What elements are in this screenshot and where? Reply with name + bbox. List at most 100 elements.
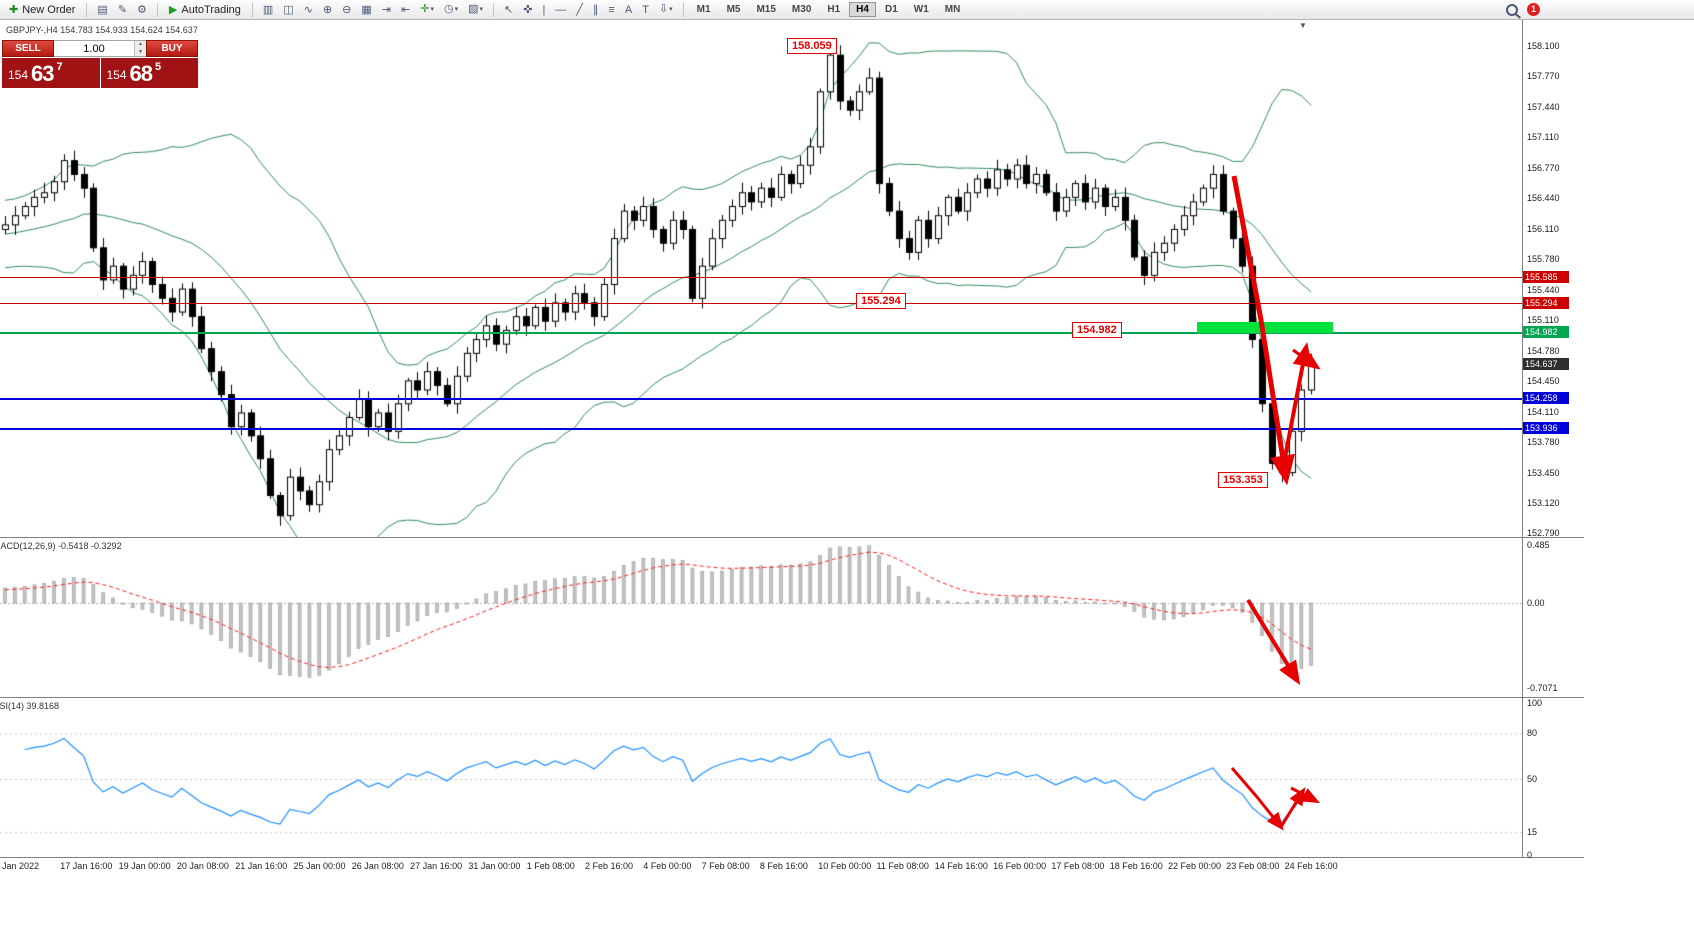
new-order-button[interactable]: ✚ New Order xyxy=(4,2,80,17)
crosshair-icon[interactable]: ✜ xyxy=(523,3,533,16)
volume-up-button[interactable]: ▲ xyxy=(135,41,146,49)
indicators-icon[interactable]: ✛▾ xyxy=(420,3,434,16)
auto-scroll-icon[interactable]: ⇥ xyxy=(381,3,391,16)
notification-badge[interactable]: 1 xyxy=(1527,3,1540,16)
options-icon[interactable]: ⚙ xyxy=(137,3,147,16)
horizontal-line-object xyxy=(0,428,1522,430)
rsi-axis-15: 15 xyxy=(1527,827,1538,837)
price-annotation: 154.982 xyxy=(1072,322,1122,338)
price-level-tag: 155.585 xyxy=(1523,270,1569,283)
autotrading-button[interactable]: ▶ AutoTrading xyxy=(164,2,246,17)
periods-icon[interactable]: ◷▾ xyxy=(443,3,459,16)
horizontal-line-icon[interactable]: ― xyxy=(555,3,567,16)
chart-symbol-ohlc: GBPJPY-,H4 154.783 154.933 154.624 154.6… xyxy=(6,25,198,35)
new-order-label: New Order xyxy=(22,3,76,16)
price-axis-label: 156.770 xyxy=(1527,162,1560,173)
time-axis-label: 7 Feb 08:00 xyxy=(701,861,750,871)
rsi-axis-80: 80 xyxy=(1527,728,1538,738)
horizontal-line-object xyxy=(0,398,1522,400)
sell-price[interactable]: 154 63 7 xyxy=(2,58,100,88)
price-axis-label: 156.440 xyxy=(1527,193,1560,204)
text-icon[interactable]: A xyxy=(624,3,633,16)
time-axis-label: 8 Feb 16:00 xyxy=(759,861,808,871)
panel-separator[interactable] xyxy=(0,697,1584,698)
price-axis-label: 156.110 xyxy=(1527,223,1559,234)
time-axis-label: 26 Jan 08:00 xyxy=(351,861,404,871)
timeframe-mn-button[interactable]: MN xyxy=(944,4,961,15)
buy-button[interactable]: BUY xyxy=(146,40,198,57)
zoom-in-icon[interactable]: ⊕ xyxy=(322,3,333,16)
time-axis-label: 23 Feb 08:00 xyxy=(1226,861,1280,871)
timeframe-m5-button[interactable]: M5 xyxy=(726,4,741,15)
time-axis-label: 11 Feb 08:00 xyxy=(876,861,929,871)
timeframe-m1-button[interactable]: M1 xyxy=(696,4,711,15)
price-scale[interactable] xyxy=(1522,20,1585,873)
panel-separator[interactable] xyxy=(0,537,1584,538)
tile-windows-icon[interactable]: ▦ xyxy=(361,3,372,16)
timeframe-m30-button[interactable]: M30 xyxy=(791,4,812,15)
channel-icon[interactable]: ∥ xyxy=(592,3,599,16)
one-click-trading-panel: SELL ▲ ▼ BUY 154 63 7 154 68 5 xyxy=(2,40,198,88)
dropdown-caret-icon: ▾ xyxy=(479,5,483,13)
volume-input[interactable] xyxy=(54,41,134,56)
time-scale[interactable]: Jan 2022 17 Jan 16:00 19 Jan 00:00 20 Jan 0… xyxy=(0,857,1584,874)
dropdown-caret-icon: ▾ xyxy=(669,5,673,13)
print-icon[interactable]: ▤ xyxy=(97,3,108,16)
bar-chart-icon[interactable]: ▥ xyxy=(262,3,274,16)
sell-button[interactable]: SELL xyxy=(2,40,54,57)
zoom-out-icon[interactable]: ⊖ xyxy=(342,3,352,16)
vertical-line-icon[interactable]: | xyxy=(542,3,546,16)
toolbar-separator xyxy=(156,2,158,17)
price-chart-canvas[interactable] xyxy=(0,20,1522,537)
sell-price-point: 7 xyxy=(56,61,63,73)
macd-panel-canvas[interactable] xyxy=(0,539,1522,697)
timeframe-w1-button[interactable]: W1 xyxy=(913,4,929,15)
price-axis-label: 157.440 xyxy=(1527,101,1560,112)
trendline-icon[interactable]: ╱ xyxy=(576,3,583,16)
dropdown-caret-icon: ▾ xyxy=(430,5,434,13)
time-axis-label: 22 Feb 00:00 xyxy=(1168,861,1222,871)
horizontal-line-object xyxy=(0,303,1522,304)
macd-indicator-label: MACD(12,26,9) -0.5418 -0.3292 xyxy=(0,541,122,551)
price-axis-label: 153.780 xyxy=(1527,437,1560,448)
timeframe-h1-button[interactable]: H1 xyxy=(827,4,841,15)
file-icon-group: ▤ ✎ ⚙ xyxy=(93,1,151,19)
buy-price[interactable]: 154 68 5 xyxy=(100,58,198,88)
price-axis-label: 153.450 xyxy=(1527,467,1560,478)
metaeditor-icon[interactable]: ✎ xyxy=(117,3,128,16)
timeframe-h4-button[interactable]: H4 xyxy=(849,2,876,17)
cursor-icon[interactable]: ↖ xyxy=(504,3,514,16)
arrows-icon[interactable]: ⇩▾ xyxy=(658,3,673,16)
current-price-tag: 154.637 xyxy=(1523,357,1569,370)
price-axis-label: 155.440 xyxy=(1527,285,1560,295)
price-level-tag: 155.294 xyxy=(1523,297,1569,310)
horizontal-line-object xyxy=(0,332,1522,334)
timeframe-d1-button[interactable]: D1 xyxy=(884,4,898,15)
buy-price-point: 5 xyxy=(155,61,162,73)
timeframe-m15-button[interactable]: M15 xyxy=(756,4,776,15)
candlestick-chart-icon[interactable]: ◫ xyxy=(283,3,294,16)
templates-icon[interactable]: ▧▾ xyxy=(468,3,483,16)
volume-down-button[interactable]: ▼ xyxy=(135,48,146,56)
volume-field: ▲ ▼ xyxy=(54,40,146,57)
time-axis-label: 18 Feb 16:00 xyxy=(1109,861,1163,871)
fibonacci-icon[interactable]: ≡ xyxy=(608,3,615,16)
toolbar-separator xyxy=(251,2,253,17)
time-axis-label: 17 Feb 08:00 xyxy=(1051,861,1105,871)
price-axis-label: 154.450 xyxy=(1527,375,1560,386)
new-order-icon: ✚ xyxy=(9,4,19,16)
price-annotation: 155.294 xyxy=(856,293,906,309)
time-axis-label: 27 Jan 16:00 xyxy=(410,861,463,871)
rsi-panel-canvas[interactable] xyxy=(0,699,1522,857)
price-annotation: 158.059 xyxy=(787,38,837,54)
price-axis-label: 157.770 xyxy=(1527,71,1560,82)
text-label-icon[interactable]: T xyxy=(642,3,649,16)
price-axis-label: 152.790 xyxy=(1527,528,1560,539)
search-icon[interactable] xyxy=(1506,3,1518,16)
price-level-tag: 154.258 xyxy=(1523,392,1569,405)
macd-axis-max: 0.485 xyxy=(1527,540,1550,550)
line-chart-icon[interactable]: ∿ xyxy=(303,3,313,16)
volume-spinner: ▲ ▼ xyxy=(134,41,146,56)
chart-shift-icon[interactable]: ⇤ xyxy=(401,3,411,16)
